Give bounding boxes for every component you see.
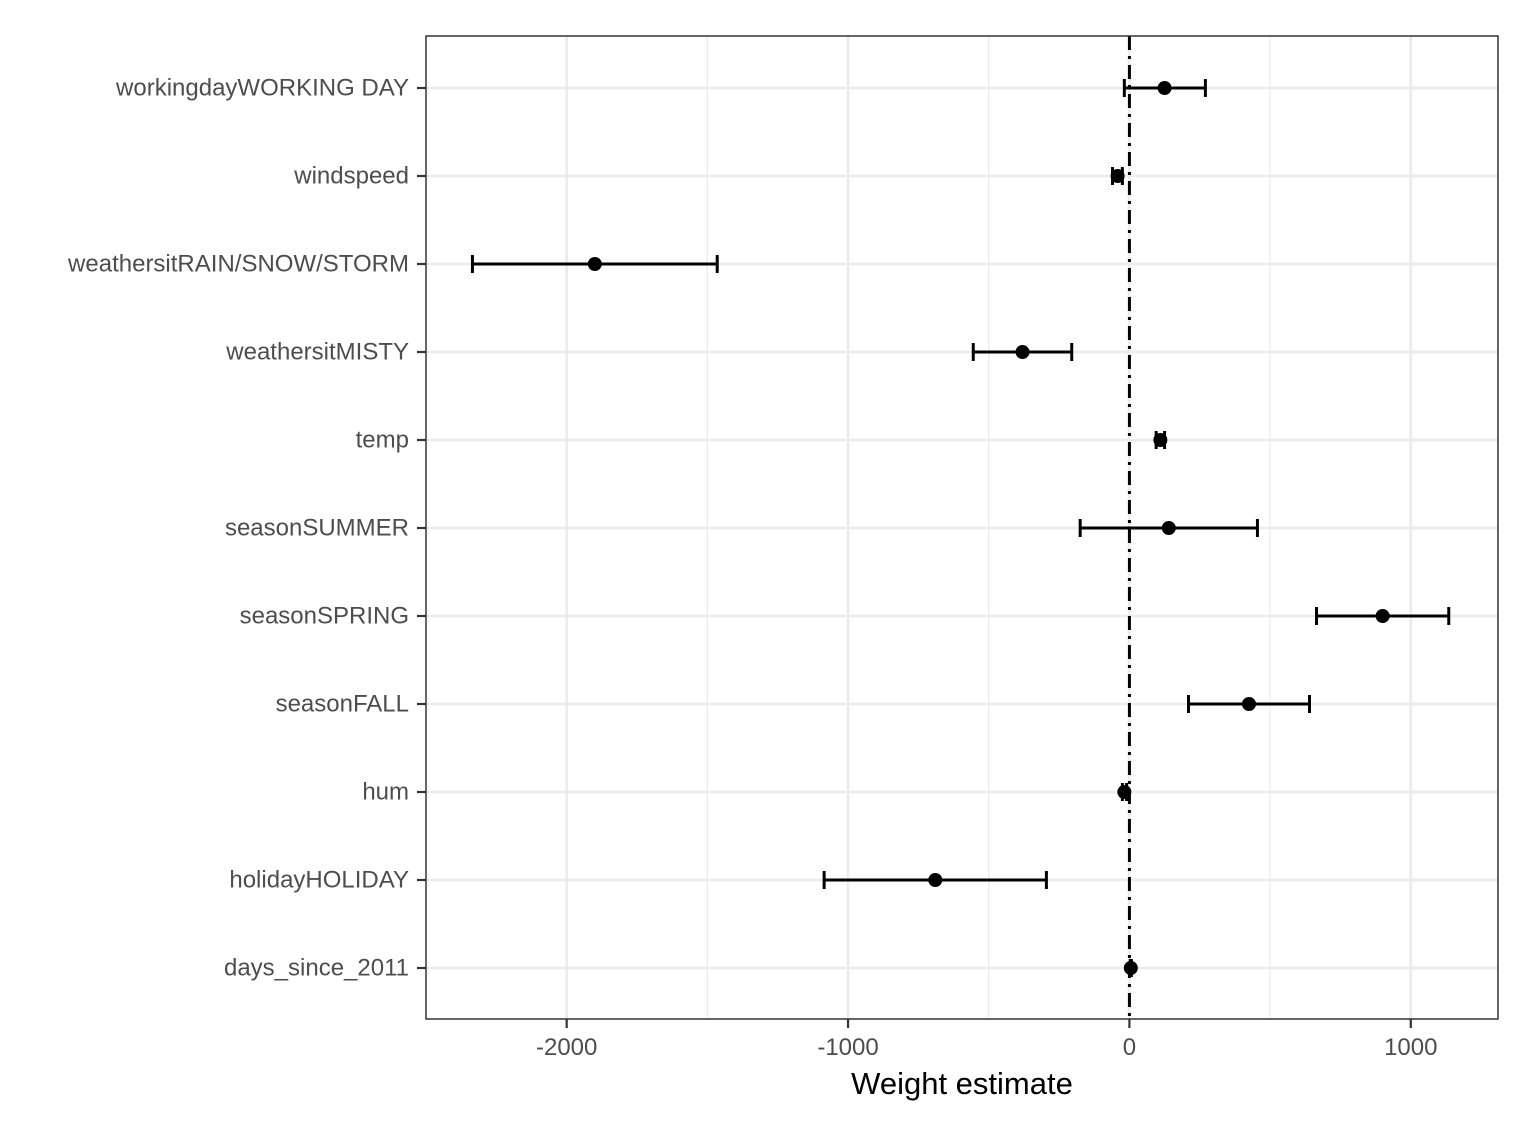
estimate-point xyxy=(1241,697,1256,711)
estimate-point xyxy=(1161,521,1176,535)
coefficient-3 xyxy=(971,343,1074,361)
y-tick-label: seasonFALL xyxy=(276,691,409,718)
y-tick-label: hum xyxy=(362,779,409,806)
estimate-point xyxy=(1110,169,1125,183)
y-tick-label: workingdayWORKING DAY xyxy=(115,75,409,102)
coefficient-5 xyxy=(1078,519,1259,537)
estimate-point xyxy=(587,257,602,271)
y-tick-label: weathersitRAIN/SNOW/STORM xyxy=(67,251,409,278)
y-tick-label: temp xyxy=(356,427,409,454)
x-tick-label: 1000 xyxy=(1384,1034,1437,1061)
coefficient-7 xyxy=(1186,695,1311,713)
y-tick-label: windspeed xyxy=(293,163,409,190)
y-tick-label: holidayHOLIDAY xyxy=(229,867,409,894)
coefficient-10 xyxy=(1123,959,1138,977)
estimate-point xyxy=(1015,345,1030,359)
estimate-point xyxy=(1375,609,1390,623)
grid-lines xyxy=(426,36,1498,1019)
x-tick-label: 0 xyxy=(1123,1034,1136,1061)
x-axis-title: Weight estimate xyxy=(851,1066,1073,1101)
estimate-point xyxy=(928,873,943,887)
coefficient-0 xyxy=(1122,79,1207,97)
coefficient-6 xyxy=(1315,607,1451,625)
estimate-point xyxy=(1157,81,1172,95)
y-tick-label: seasonSUMMER xyxy=(225,515,409,542)
estimate-point xyxy=(1117,785,1132,799)
x-tick-label: -1000 xyxy=(817,1034,878,1061)
coefficient-2 xyxy=(470,255,719,273)
estimate-marks xyxy=(470,79,1451,977)
y-axis-ticks: workingdayWORKING DAY windspeed weathersit… xyxy=(67,75,426,982)
y-tick-label: seasonSPRING xyxy=(240,603,409,630)
x-axis-ticks: -2000 -1000 0 1000 xyxy=(536,1019,1437,1061)
coefficient-9 xyxy=(822,871,1048,889)
coefficient-1 xyxy=(1110,167,1125,185)
estimate-point xyxy=(1153,433,1168,447)
coefficient-4 xyxy=(1153,431,1168,449)
x-tick-label: -2000 xyxy=(536,1034,597,1061)
coefficient-8 xyxy=(1117,783,1132,801)
y-tick-label: days_since_2011 xyxy=(224,955,409,982)
y-tick-label: weathersitMISTY xyxy=(225,339,409,366)
estimate-point xyxy=(1123,961,1138,975)
